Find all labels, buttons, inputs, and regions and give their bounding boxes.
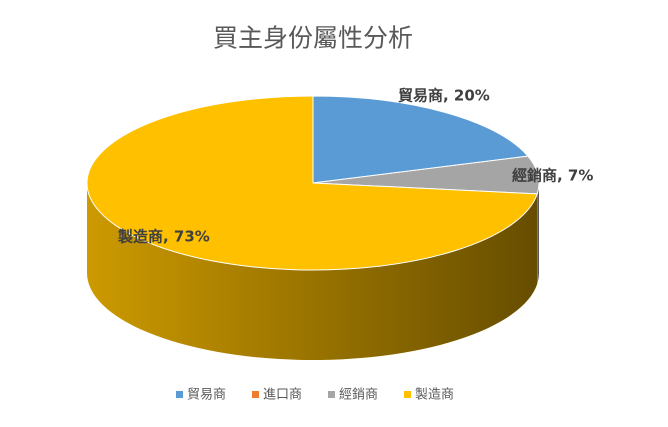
legend-swatch <box>328 391 335 398</box>
legend-label: 經銷商 <box>339 387 378 403</box>
legend-label: 進口商 <box>263 388 302 403</box>
slice-side-shade <box>87 183 538 361</box>
legend-swatch <box>252 391 259 398</box>
chart-title: 買主身份屬性分析 <box>213 24 413 53</box>
data-label: 貿易商, 20% <box>398 87 490 105</box>
slice <box>312 95 529 184</box>
legend-label: 製造商 <box>415 388 454 403</box>
data-label: 經銷商, 7% <box>512 167 593 185</box>
legend-swatch <box>404 391 411 398</box>
legend-label: 貿易商 <box>187 388 226 403</box>
slice-side-shade <box>537 183 539 284</box>
slice <box>86 95 538 271</box>
legend-swatch <box>176 391 183 398</box>
data-label: 製造商, 73% <box>117 228 210 246</box>
